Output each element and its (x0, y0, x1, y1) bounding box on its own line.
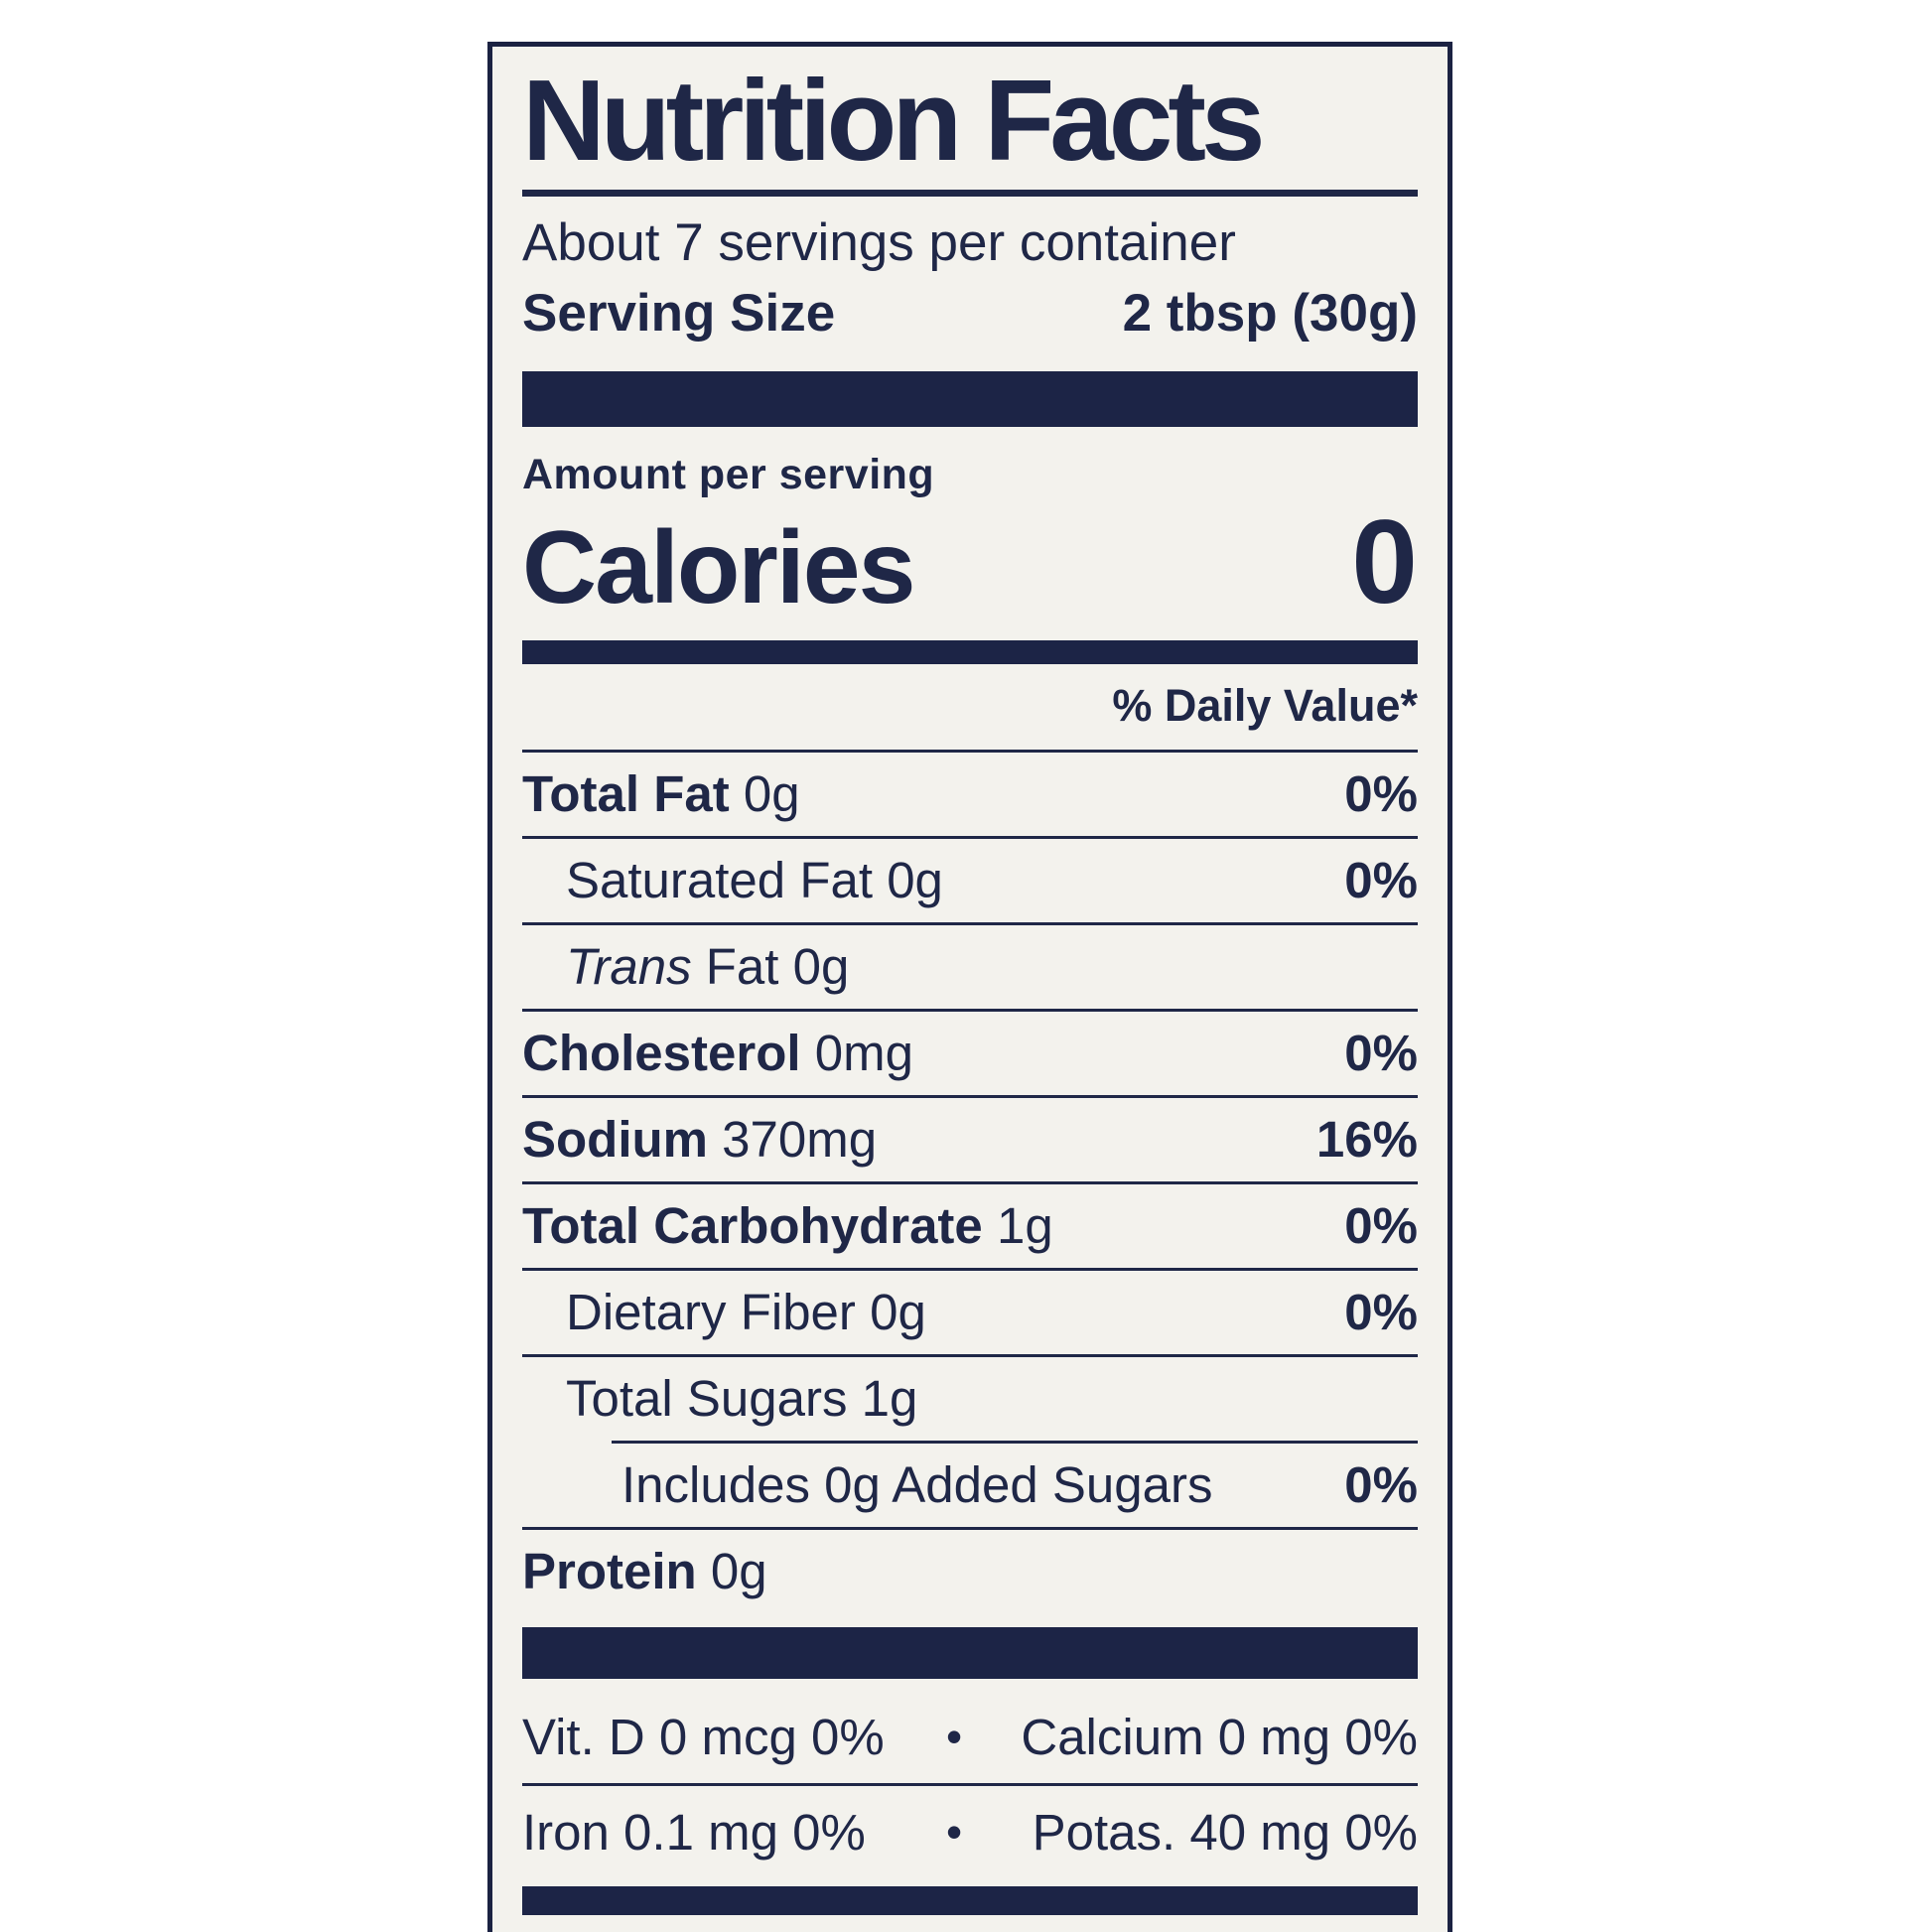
nutrient-row-cholesterol: Cholesterol 0mg 0% (522, 1012, 1418, 1095)
micronutrient-row-iron-potassium: Iron 0.1 mg 0% • Potas. 40 mg 0% (522, 1786, 1418, 1878)
serving-size-label: Serving Size (522, 283, 836, 343)
row-divider (522, 1267, 1418, 1271)
label-title: Nutrition Facts (522, 56, 1265, 185)
micronutrient-left: Iron 0.1 mg 0% (522, 1803, 866, 1861)
row-divider (522, 1782, 1418, 1786)
nutrient-dv: 0% (1344, 764, 1418, 822)
row-divider (522, 1094, 1418, 1098)
nutrient-row-protein: Protein 0g (522, 1530, 1418, 1613)
nutrient-row-sodium: Sodium 370mg 16% (522, 1098, 1418, 1181)
nutrient-row-total-carbohydrate: Total Carbohydrate 1g 0% (522, 1184, 1418, 1268)
bottom-divider-bar (522, 1885, 1418, 1915)
serving-size-value: 2 tbsp (30g) (1122, 283, 1418, 343)
nutrient-amount: 0g (792, 937, 850, 995)
nutrient-name: Total Fat (522, 764, 730, 822)
nutrient-name: Saturated Fat (566, 851, 874, 908)
micronutrient-left: Vit. D 0 mcg 0% (522, 1708, 885, 1765)
nutrient-dv: 0% (1344, 1196, 1418, 1254)
micronutrient-right: Calcium 0 mg 0% (1021, 1708, 1418, 1765)
nutrient-row-total-fat: Total Fat 0g 0% (522, 753, 1418, 836)
nutrient-name: Total Sugars (566, 1369, 848, 1427)
nutrient-row-trans-fat: Trans Fat 0g (522, 925, 1418, 1009)
row-divider (522, 1353, 1418, 1357)
row-divider (522, 835, 1418, 839)
row-divider (522, 1180, 1418, 1184)
micronutrient-row-vitd-calcium: Vit. D 0 mcg 0% • Calcium 0 mg 0% (522, 1691, 1418, 1783)
calories-label: Calories (522, 509, 915, 625)
thick-divider-bar (522, 1626, 1418, 1679)
bullet-separator-icon: • (945, 1711, 963, 1763)
nutrient-amount: 1g (996, 1196, 1053, 1254)
nutrient-amount: 370mg (722, 1110, 878, 1168)
thick-divider-bar (522, 370, 1418, 427)
medium-divider-bar (522, 639, 1418, 664)
calories-value: 0 (1351, 494, 1418, 628)
nutrient-amount: 0mg (814, 1024, 913, 1081)
nutrient-amount: 0g (743, 764, 800, 822)
nutrient-name: Cholesterol (522, 1024, 801, 1081)
nutrient-name: Includes 0g Added Sugars (621, 1455, 1213, 1513)
row-divider (522, 921, 1418, 925)
row-divider (522, 1526, 1418, 1530)
nutrient-row-added-sugars: Includes 0g Added Sugars 0% (522, 1444, 1418, 1527)
nutrient-amount: 1g (861, 1369, 918, 1427)
servings-per-container: About 7 servings per container (522, 212, 1236, 272)
nutrient-amount: 0g (887, 851, 943, 908)
nutrient-row-total-sugars: Total Sugars 1g (522, 1357, 1418, 1441)
nutrient-dv: 0% (1344, 1024, 1418, 1081)
nutrient-name: Fat (705, 937, 779, 995)
micronutrient-right: Potas. 40 mg 0% (1032, 1803, 1418, 1861)
nutrient-dv: 0% (1344, 1283, 1418, 1340)
nutrient-dv: 16% (1315, 1110, 1418, 1168)
nutrient-amount: 0g (870, 1283, 926, 1340)
row-divider (522, 749, 1418, 753)
nutrient-amount: 0g (710, 1542, 767, 1599)
nutrient-row-dietary-fiber: Dietary Fiber 0g 0% (522, 1271, 1418, 1354)
serving-size-row: Serving Size 2 tbsp (30g) (522, 283, 1418, 344)
calories-row: Calories 0 (522, 493, 1418, 630)
nutrient-name: Sodium (522, 1110, 708, 1168)
daily-value-header: % Daily Value* (1112, 679, 1418, 731)
nutrition-facts-label: Nutrition Facts About 7 servings per con… (487, 42, 1452, 1932)
nutrient-name: Dietary Fiber (566, 1283, 856, 1340)
nutrient-name: Total Carbohydrate (522, 1196, 983, 1254)
amount-per-serving-label: Amount per serving (522, 450, 935, 498)
row-divider-indented (612, 1440, 1418, 1444)
title-divider (522, 189, 1418, 197)
nutrient-dv: 0% (1344, 1455, 1418, 1513)
nutrient-name: Protein (522, 1542, 697, 1599)
row-divider (522, 1008, 1418, 1012)
nutrient-name-italic: Trans (566, 937, 692, 995)
nutrient-dv: 0% (1344, 851, 1418, 908)
bullet-separator-icon: • (945, 1806, 963, 1859)
nutrient-row-saturated-fat: Saturated Fat 0g 0% (522, 839, 1418, 922)
